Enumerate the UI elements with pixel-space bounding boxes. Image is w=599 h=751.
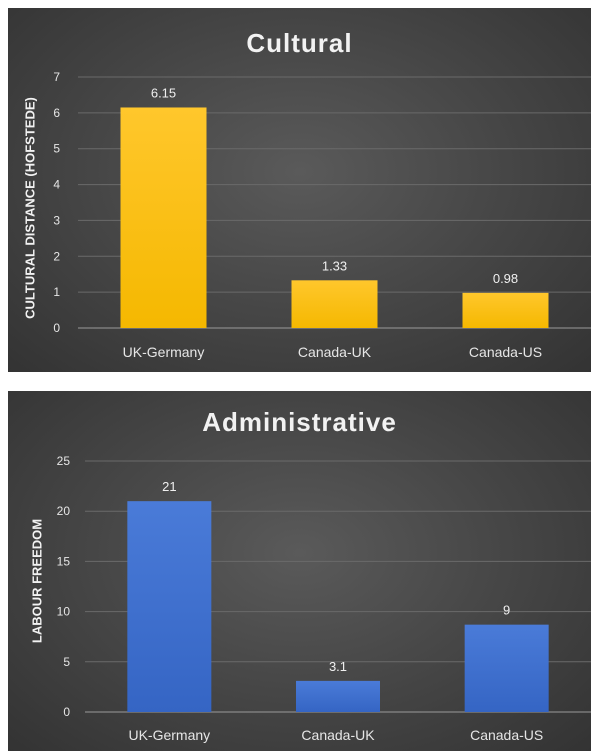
chart-title: Cultural bbox=[246, 28, 353, 58]
data-label: 1.33 bbox=[322, 258, 347, 273]
y-tick-label: 10 bbox=[57, 605, 71, 619]
bar-canada-uk bbox=[291, 280, 378, 328]
x-category-label: UK-Germany bbox=[128, 727, 210, 743]
bar-canada-us bbox=[464, 624, 549, 712]
y-tick-label: 20 bbox=[57, 504, 71, 518]
cultural-bar-chart: 0 1 2 3 4 5 6 7 6.15 UK-Germany 1.33 Canada-UK 0.98 C… bbox=[53, 70, 591, 360]
y-tick-label: 7 bbox=[53, 70, 60, 84]
y-tick-label: 25 bbox=[57, 454, 71, 468]
data-label: 21 bbox=[162, 479, 176, 494]
bar-canada-uk bbox=[296, 680, 380, 712]
y-tick-label: 4 bbox=[53, 178, 60, 192]
bar-uk-germany bbox=[120, 107, 207, 328]
x-category-label: Canada-US bbox=[469, 344, 542, 360]
data-label: 6.15 bbox=[151, 85, 176, 100]
data-label: 3.1 bbox=[329, 659, 347, 674]
data-label: 9 bbox=[503, 603, 510, 618]
x-category-label: UK-Germany bbox=[123, 344, 205, 360]
y-tick-label: 1 bbox=[53, 285, 60, 299]
administrative-chart-panel: Administrative LABOUR FREEDOM 0 5 10 15 20 25… bbox=[8, 391, 591, 751]
bar-uk-germany bbox=[127, 501, 212, 712]
y-tick-label: 5 bbox=[53, 142, 60, 156]
chart-title: Administrative bbox=[202, 407, 397, 437]
y-tick-label: 0 bbox=[63, 705, 70, 719]
y-tick-label: 6 bbox=[53, 106, 60, 120]
y-tick-label: 2 bbox=[53, 249, 60, 263]
y-tick-label: 3 bbox=[53, 213, 60, 227]
x-category-label: Canada-UK bbox=[301, 727, 375, 743]
data-label: 0.98 bbox=[493, 271, 518, 286]
y-tick-label: 15 bbox=[57, 554, 71, 568]
x-category-label: Canada-US bbox=[470, 727, 543, 743]
y-tick-label: 0 bbox=[53, 321, 60, 335]
bar-canada-us bbox=[462, 292, 549, 328]
x-category-label: Canada-UK bbox=[298, 344, 372, 360]
administrative-bar-chart: 0 5 10 15 20 25 21 UK-Germany 3.1 Canada-UK 9 Canad… bbox=[57, 454, 591, 743]
y-tick-label: 5 bbox=[63, 655, 70, 669]
